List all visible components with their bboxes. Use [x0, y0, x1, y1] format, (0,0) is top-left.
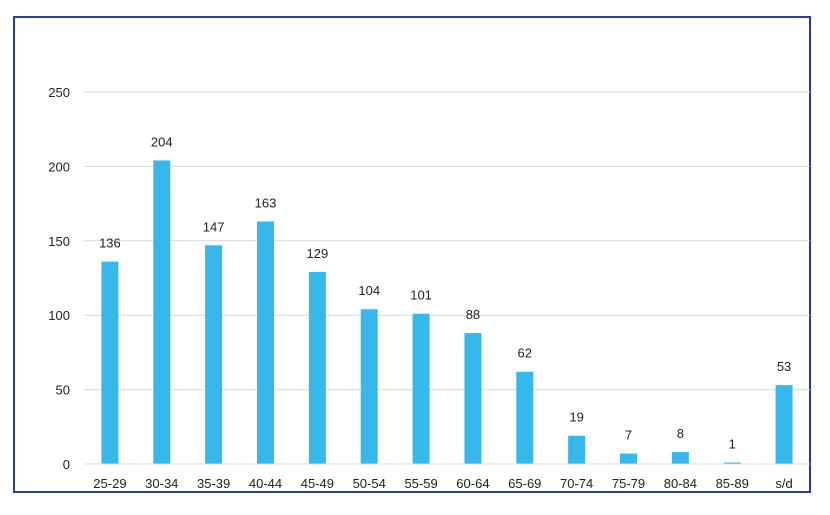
gridlines: [84, 91, 810, 391]
y-tick-label: 50: [56, 383, 70, 398]
x-tick-label-70-74: 70-74: [560, 476, 593, 491]
bar-65-69: [516, 371, 534, 464]
bar-50-54: [360, 309, 378, 464]
x-tick-label-65-69: 65-69: [508, 476, 541, 491]
y-tick-label: 0: [63, 457, 70, 472]
data-label-85-89: 1: [729, 437, 736, 452]
data-label-25-29: 136: [99, 236, 121, 251]
bar-70-74: [568, 435, 586, 464]
x-axis-ticks: 25-29 30-34 35-39 40-44 45-49 50-54 55-59 60-64…: [93, 476, 792, 491]
y-tick-label: 100: [48, 308, 70, 323]
x-tick-label-75-79: 75-79: [612, 476, 645, 491]
data-label-50-54: 104: [358, 283, 380, 298]
data-label-40-44: 163: [255, 195, 277, 210]
data-label-55-59: 101: [410, 288, 432, 303]
y-axis-ticks: 0 50 100 150 200 250: [48, 85, 70, 472]
x-tick-label-60-64: 60-64: [456, 476, 489, 491]
data-label-75-79: 7: [625, 428, 632, 443]
bar-s/d: [775, 385, 793, 464]
data-label-30-34: 204: [151, 134, 173, 149]
data-label-s/d: 53: [777, 359, 791, 374]
bars: [101, 160, 793, 464]
bar-45-49: [308, 272, 326, 464]
bar-30-34: [153, 160, 171, 464]
data-label-70-74: 19: [569, 410, 583, 425]
y-tick-label: 200: [48, 159, 70, 174]
y-tick-label: 150: [48, 234, 70, 249]
x-tick-label-35-39: 35-39: [197, 476, 230, 491]
data-label-65-69: 62: [518, 346, 532, 361]
bar-40-44: [257, 221, 274, 464]
x-tick-label-85-89: 85-89: [716, 476, 749, 491]
data-labels: 136 204 147 163 129 104 101 88 62 19 7 8 1 53: [99, 134, 791, 451]
x-tick-label-25-29: 25-29: [93, 476, 126, 491]
data-label-35-39: 147: [203, 219, 225, 234]
bar-35-39: [205, 245, 223, 464]
bar-60-64: [464, 333, 482, 464]
data-label-45-49: 129: [307, 246, 329, 261]
y-tick-label: 250: [48, 85, 70, 100]
bar-25-29: [101, 261, 119, 464]
x-tick-label-45-49: 45-49: [301, 476, 334, 491]
x-tick-label-50-54: 50-54: [353, 476, 386, 491]
x-tick-label-s/d: s/d: [775, 476, 792, 491]
data-label-60-64: 88: [466, 307, 480, 322]
x-tick-label-40-44: 40-44: [249, 476, 282, 491]
data-label-80-84: 8: [677, 426, 684, 441]
x-tick-label-80-84: 80-84: [664, 476, 697, 491]
bar-80-84: [671, 452, 689, 464]
x-tick-label-30-34: 30-34: [145, 476, 178, 491]
bar-55-59: [412, 313, 430, 464]
bar-75-79: [620, 453, 637, 464]
chart-frame: [13, 16, 811, 493]
x-tick-label-55-59: 55-59: [404, 476, 437, 491]
bar-85-89: [723, 462, 741, 464]
